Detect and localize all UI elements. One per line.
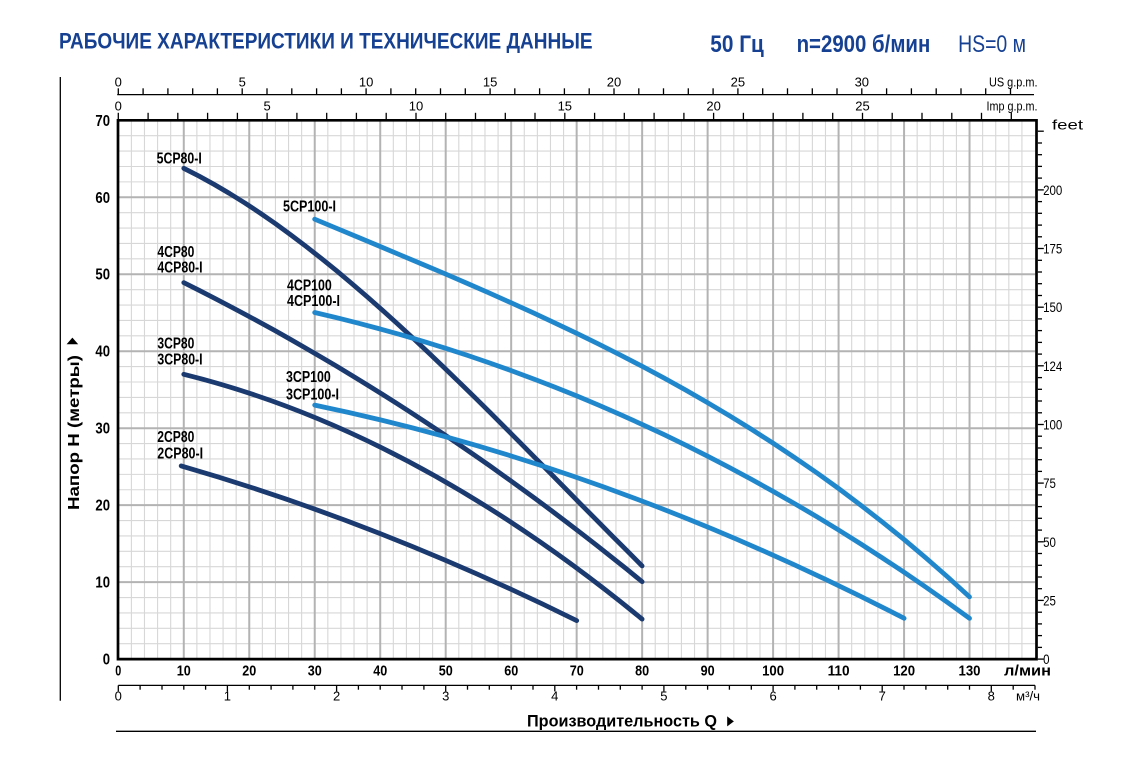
svg-text:2: 2 [333,689,340,704]
svg-text:3CP100: 3CP100 [286,369,331,386]
svg-text:2CP80-I: 2CP80-I [157,446,203,463]
svg-text:50: 50 [95,267,110,284]
svg-text:90: 90 [701,663,715,680]
svg-text:60: 60 [504,663,518,680]
svg-text:20: 20 [95,498,110,515]
svg-text:3: 3 [442,689,449,704]
svg-text:7: 7 [879,689,886,704]
svg-text:10: 10 [177,663,191,680]
svg-text:feet: feet [1052,117,1083,133]
svg-text:50: 50 [1043,535,1056,550]
svg-text:0: 0 [115,663,121,680]
svg-text:6: 6 [769,689,776,704]
svg-text:70: 70 [95,113,110,130]
svg-text:0: 0 [115,689,122,704]
svg-text:5CP80-I: 5CP80-I [157,151,202,168]
svg-text:м³/ч: м³/ч [1016,689,1040,704]
svg-text:2CP80: 2CP80 [157,429,194,446]
svg-text:40: 40 [95,344,110,361]
svg-text:Напор H (метры): Напор H (метры) [66,355,83,510]
svg-text:25: 25 [1043,593,1056,608]
svg-text:75: 75 [1043,476,1056,491]
svg-text:0: 0 [115,75,122,90]
svg-text:5: 5 [239,75,246,90]
svg-text:50: 50 [439,663,453,680]
svg-text:25: 25 [855,99,869,114]
svg-text:40: 40 [373,663,387,680]
svg-text:10: 10 [409,99,423,114]
svg-text:70: 70 [570,663,584,680]
svg-text:20: 20 [242,663,256,680]
svg-text:5: 5 [263,99,270,114]
svg-text:175: 175 [1043,242,1062,257]
svg-text:124: 124 [1043,359,1063,374]
svg-text:10: 10 [359,75,373,90]
svg-text:20: 20 [706,99,720,114]
svg-text:4CP80: 4CP80 [157,244,194,261]
svg-text:200: 200 [1043,183,1062,198]
svg-text:150: 150 [1043,300,1062,315]
svg-text:РАБОЧИЕ ХАРАКТЕРИСТИКИ И ТЕХНИ: РАБОЧИЕ ХАРАКТЕРИСТИКИ И ТЕХНИЧЕСКИЕ ДАН… [59,29,593,54]
svg-text:HS=0 м: HS=0 м [958,31,1026,58]
svg-text:л/мин: л/мин [1004,663,1051,680]
svg-text:3CP80-I: 3CP80-I [157,352,202,369]
svg-text:4CP100: 4CP100 [287,277,332,294]
svg-text:80: 80 [635,663,649,680]
svg-text:0: 0 [115,99,122,114]
svg-text:100: 100 [762,663,784,680]
svg-text:30: 30 [95,421,110,438]
svg-text:120: 120 [893,663,915,680]
svg-text:10: 10 [95,575,110,592]
svg-text:25: 25 [731,75,745,90]
svg-text:100: 100 [1043,418,1062,433]
svg-text:110: 110 [828,663,850,680]
svg-text:3CP100-I: 3CP100-I [286,387,339,404]
svg-text:Производительность Q: Производительность Q [527,713,717,731]
svg-text:Imp g.p.m.: Imp g.p.m. [987,99,1038,114]
svg-text:4CP100-I: 4CP100-I [287,293,340,310]
svg-text:5: 5 [660,689,667,704]
svg-text:30: 30 [308,663,322,680]
svg-text:US g.p.m.: US g.p.m. [989,75,1038,90]
svg-text:4CP80-I: 4CP80-I [157,260,202,277]
svg-text:50 Гц: 50 Гц [710,31,764,58]
svg-text:15: 15 [558,99,572,114]
svg-text:1: 1 [224,689,231,704]
svg-text:20: 20 [607,75,621,90]
svg-text:15: 15 [483,75,497,90]
svg-text:5CP100-I: 5CP100-I [283,199,336,216]
svg-text:0: 0 [1043,652,1049,667]
svg-text:n=2900 б/мин: n=2900 б/мин [797,31,931,58]
svg-text:8: 8 [988,689,995,704]
svg-text:4: 4 [551,689,558,704]
svg-text:0: 0 [103,652,110,669]
svg-text:3CP80: 3CP80 [157,336,194,353]
svg-text:130: 130 [959,663,981,680]
svg-text:30: 30 [855,75,869,90]
svg-text:60: 60 [95,190,110,207]
